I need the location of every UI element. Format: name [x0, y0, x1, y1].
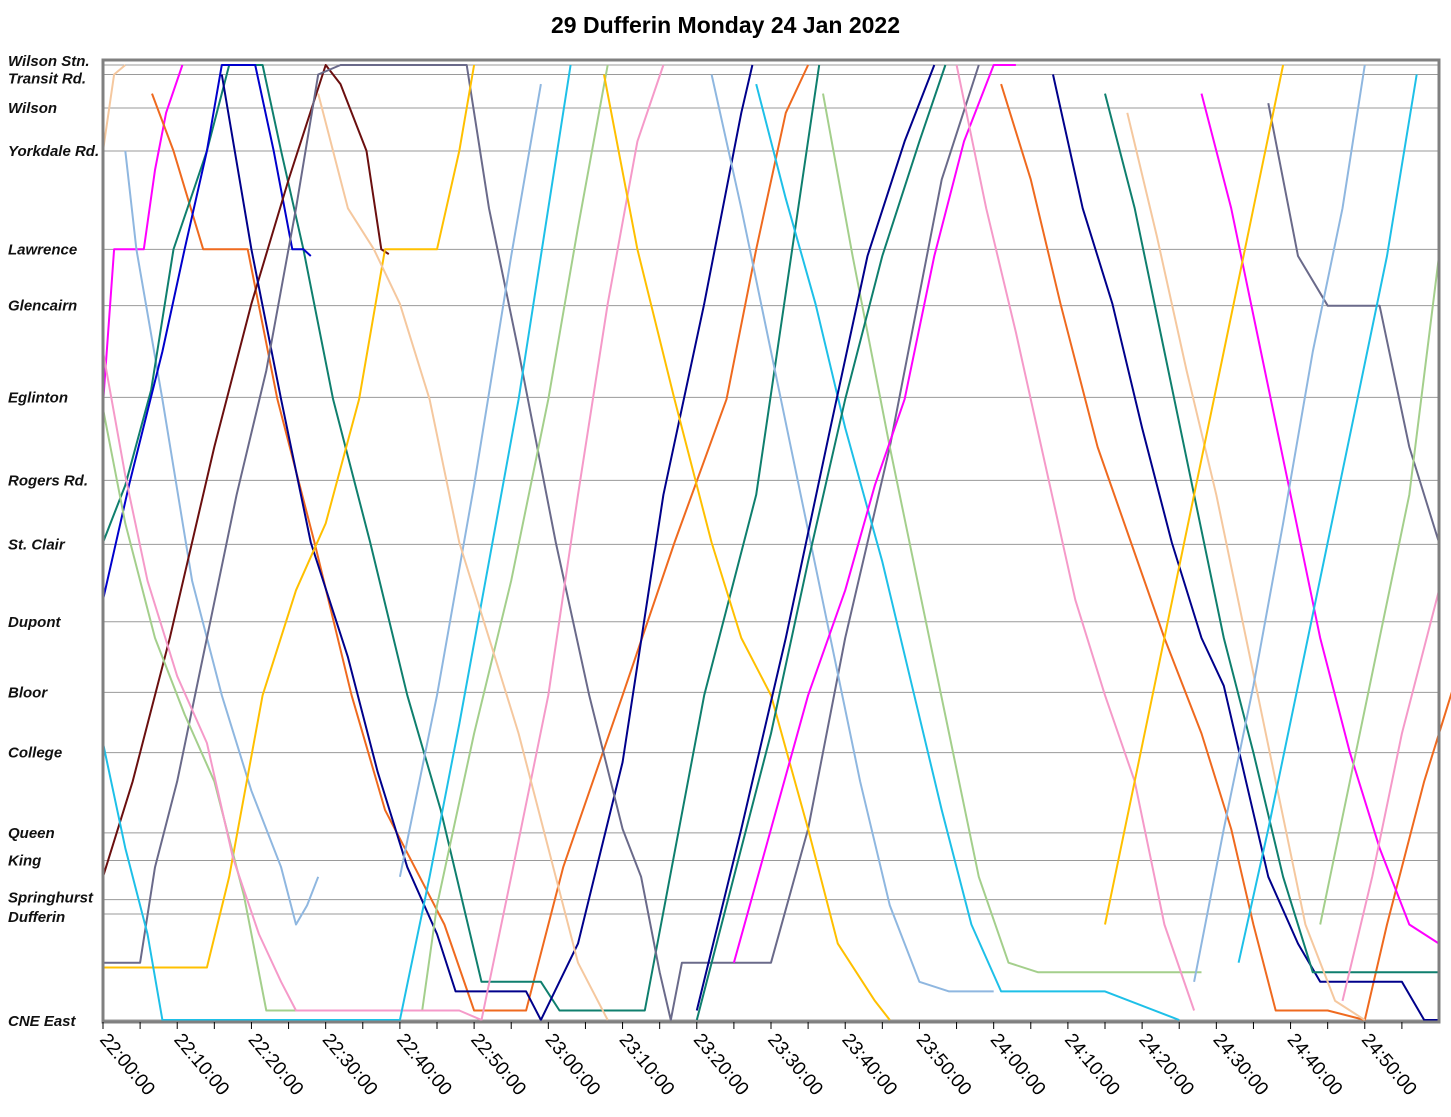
series-lines	[102, 64, 1451, 1021]
stop-label: Rogers Rd.	[8, 472, 88, 489]
x-tick-label: 24:20:00	[1134, 1030, 1198, 1100]
x-tick-label: 22:20:00	[244, 1030, 308, 1100]
vehicle-trace-23	[695, 64, 936, 1011]
stop-label: Lawrence	[8, 241, 77, 258]
x-axis-ticks: 22:00:00 22:10:00 22:20:00 22:30:00 22:40:00…	[95, 1022, 1421, 1100]
vehicle-trace-16	[603, 74, 891, 1021]
x-tick-label: 23:20:00	[689, 1030, 753, 1100]
grid-lines	[103, 64, 1439, 1021]
x-tick-label: 22:10:00	[169, 1030, 233, 1100]
vehicle-trace-2	[102, 64, 126, 152]
vehicle-trace-14	[398, 83, 542, 878]
vehicle-trace-15	[317, 93, 609, 1021]
vehicle-trace-11	[102, 64, 609, 1012]
stop-label: Springhurst	[8, 890, 94, 907]
stop-label: Queen	[8, 825, 55, 842]
vehicle-trace-4	[151, 64, 810, 1012]
vehicle-trace-24	[1000, 83, 1451, 1021]
x-tick-label: 22:50:00	[466, 1030, 530, 1100]
vehicle-trace-30	[1104, 64, 1285, 925]
x-tick-label: 23:10:00	[615, 1030, 679, 1100]
x-tick-label: 23:50:00	[912, 1030, 976, 1100]
vehicle-trace-34	[1341, 590, 1440, 1002]
vehicle-trace-22	[695, 64, 947, 1021]
vehicle-trace-3	[124, 150, 320, 926]
vehicle-trace-13	[102, 64, 572, 1021]
vehicle-trace-33	[1319, 255, 1440, 925]
stop-label: CNE East	[8, 1013, 77, 1030]
x-tick-label: 22:00:00	[95, 1030, 159, 1100]
x-tick-label: 24:00:00	[986, 1030, 1050, 1100]
vehicle-trace-20	[732, 64, 1016, 963]
vehicle-trace-12	[102, 64, 665, 1021]
vehicle-trace-5	[102, 64, 821, 1012]
vehicle-trace-32	[1237, 74, 1418, 963]
stop-label: Bloor	[8, 684, 48, 701]
x-tick-label: 24:40:00	[1283, 1030, 1347, 1100]
stop-label: Wilson	[8, 100, 57, 117]
vehicle-trace-10	[103, 64, 476, 969]
x-tick-label: 23:00:00	[541, 1030, 605, 1100]
stop-label: Glencairn	[8, 298, 77, 315]
x-tick-label: 22:30:00	[318, 1030, 382, 1100]
vehicle-trace-7	[102, 64, 390, 878]
chart-title: 29 Dufferin Monday 24 Jan 2022	[551, 12, 900, 38]
vehicle-trace-1	[102, 64, 184, 405]
stop-label: Wilson Stn.	[8, 53, 90, 70]
stop-label: King	[8, 853, 41, 870]
stop-label: Eglinton	[8, 389, 68, 406]
vehicle-trace-29	[1267, 103, 1440, 543]
x-tick-label: 24:30:00	[1209, 1030, 1273, 1100]
stop-label: Yorkdale Rd.	[8, 143, 99, 160]
x-tick-label: 22:40:00	[392, 1030, 456, 1100]
vehicle-trace-31	[1193, 64, 1366, 982]
plot-frame	[101, 58, 1441, 1024]
stop-label: College	[8, 745, 62, 762]
vehicle-trace-26	[1104, 93, 1439, 974]
stop-label: Transit Rd.	[8, 71, 86, 88]
stop-label: Dufferin	[8, 909, 65, 926]
vehicle-trace-6	[102, 64, 312, 601]
vehicle-trace-8	[220, 64, 754, 1021]
vehicle-trace-9	[103, 64, 980, 1021]
stop-label: Dupont	[8, 614, 61, 631]
vehicle-trace-25	[1052, 74, 1439, 1021]
stop-labels: Wilson Stn.Transit Rd. Wilson Yorkdale Rd.…	[8, 53, 99, 1030]
vehicle-trace-21	[955, 64, 1196, 1011]
vehicle-trace-19	[822, 93, 1202, 974]
vehicle-trace-18	[755, 83, 1180, 1021]
x-tick-label: 23:30:00	[763, 1030, 827, 1100]
vehicle-trace-27	[1126, 112, 1366, 1021]
vehicle-trace-17	[710, 74, 994, 993]
x-tick-label: 24:50:00	[1357, 1030, 1421, 1100]
vehicle-trace-28	[1200, 93, 1440, 945]
stop-label: St. Clair	[8, 536, 66, 553]
x-tick-label: 23:40:00	[837, 1030, 901, 1100]
x-tick-label: 24:10:00	[1060, 1030, 1124, 1100]
